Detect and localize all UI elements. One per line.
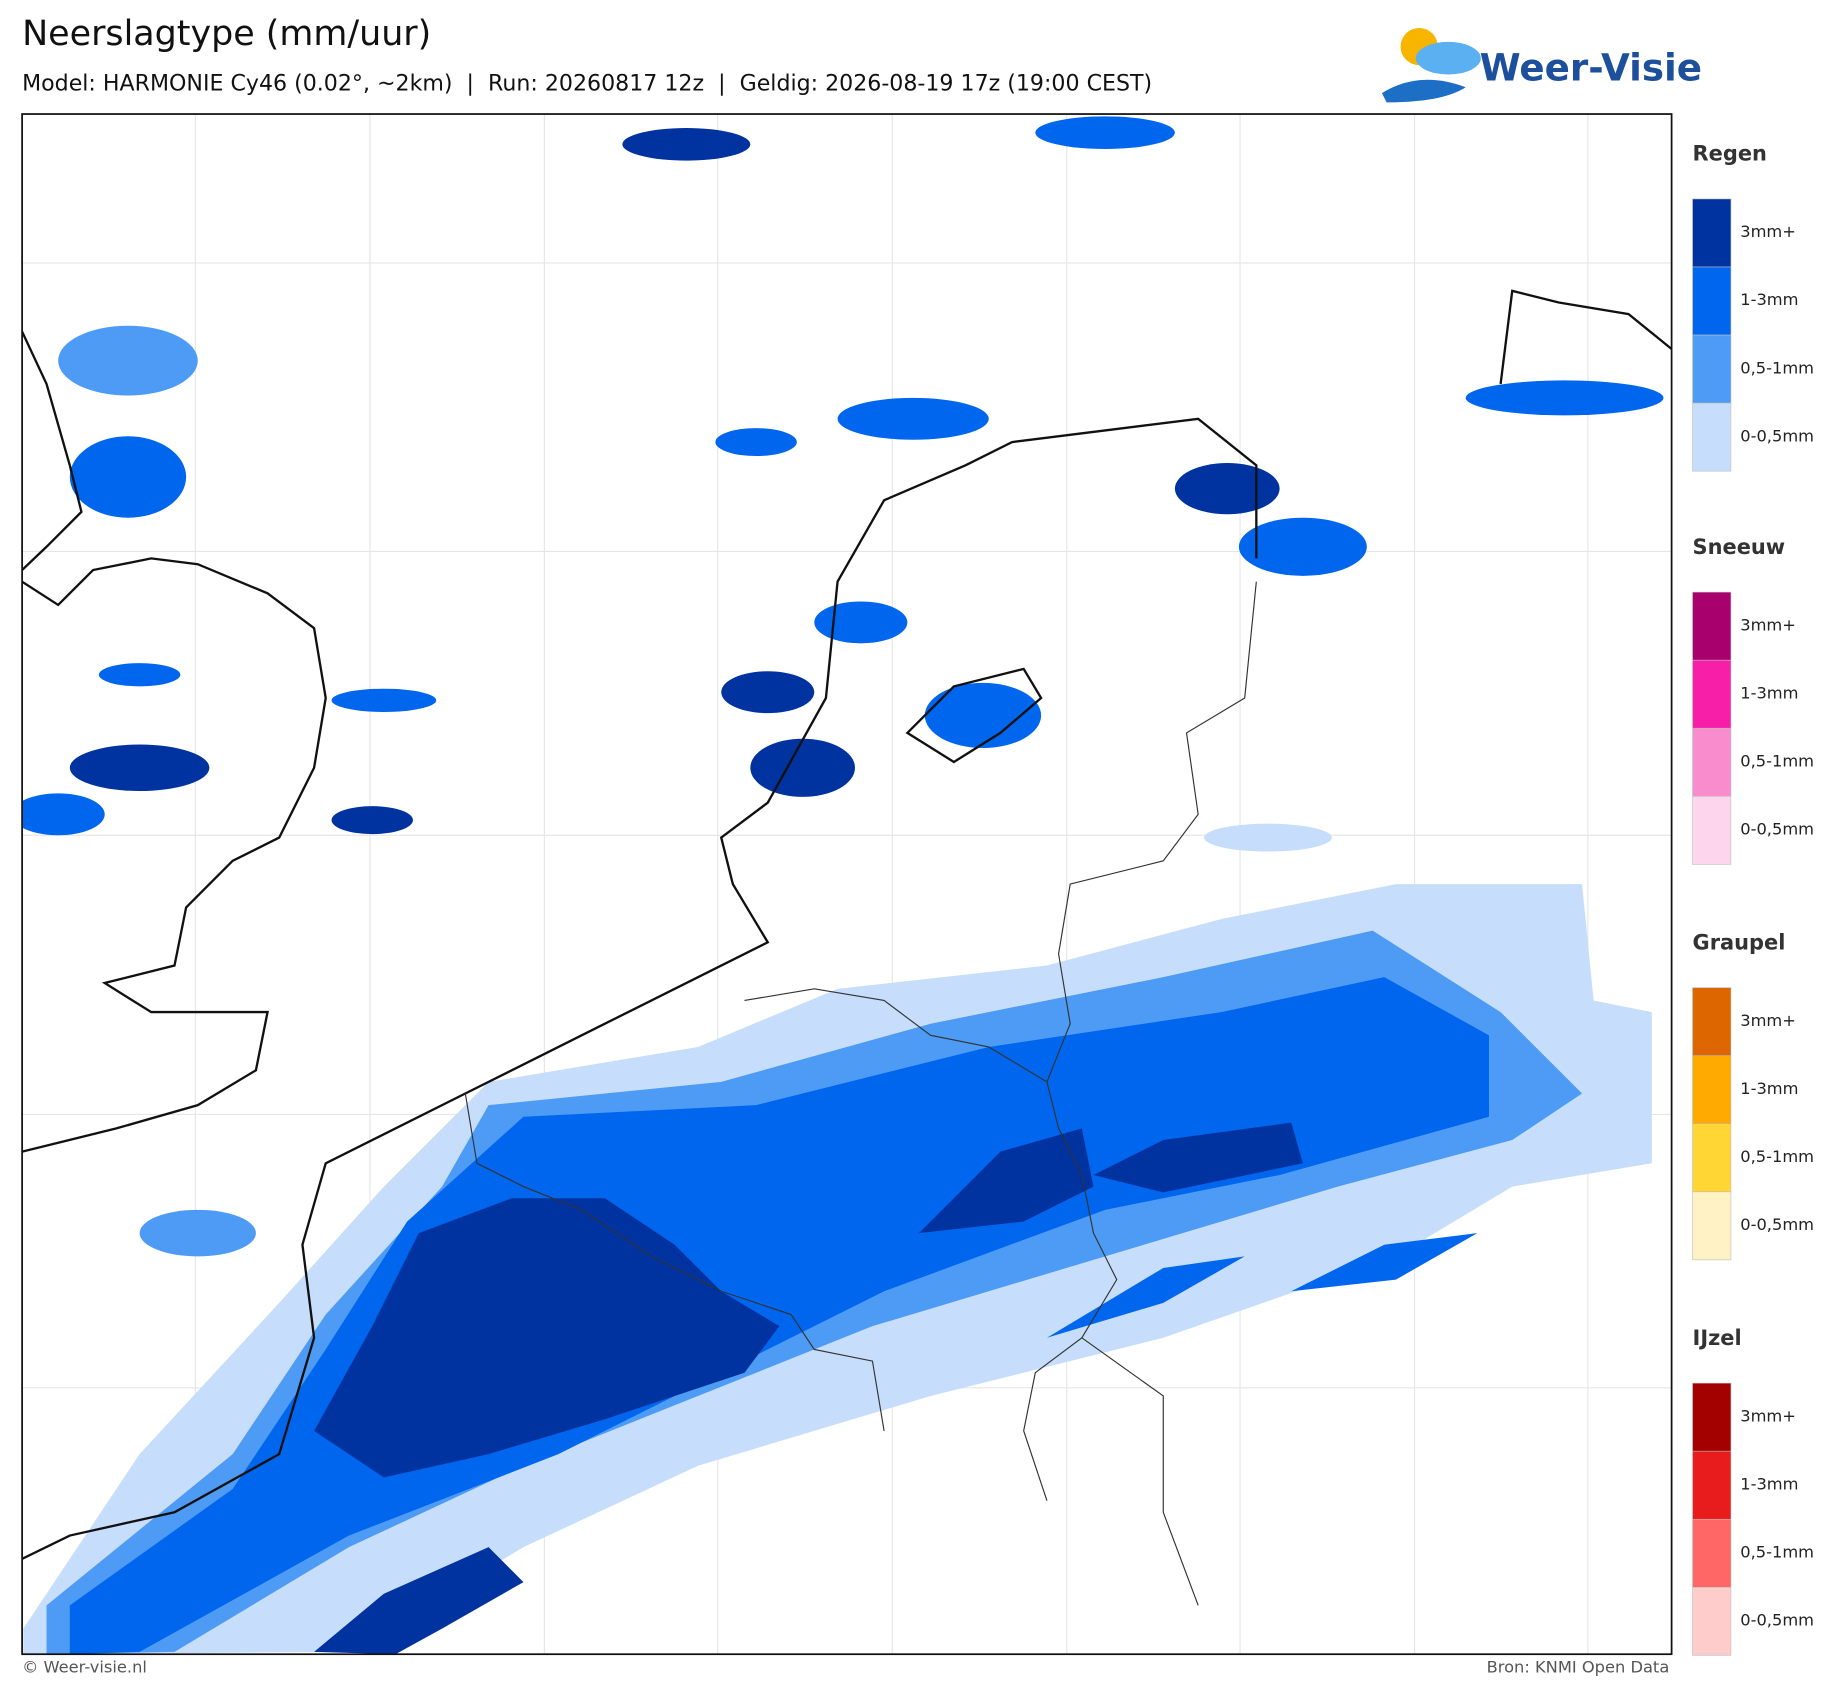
legend-label: 0,5-1mm bbox=[1740, 1147, 1814, 1166]
logo: Weer-Visie bbox=[1381, 27, 1702, 103]
legend-swatch bbox=[1692, 1123, 1732, 1193]
legend-label: 0-0,5mm bbox=[1740, 1215, 1814, 1234]
legend-label: 3mm+ bbox=[1740, 1406, 1796, 1425]
logo-wave bbox=[1381, 79, 1466, 103]
footer-left: © Weer-visie.nl bbox=[22, 1658, 147, 1677]
legend-swatch bbox=[1692, 1518, 1732, 1588]
legend-title: Graupel bbox=[1693, 930, 1786, 954]
title: Neerslagtype (mm/uur) bbox=[22, 14, 431, 54]
coastline bbox=[22, 289, 1672, 1560]
legend-label: 3mm+ bbox=[1740, 1011, 1796, 1030]
legend-label: 1-3mm bbox=[1740, 1079, 1798, 1098]
legend-swatch bbox=[1692, 1055, 1732, 1125]
legend-swatch bbox=[1692, 402, 1732, 472]
legend-swatch bbox=[1692, 987, 1732, 1056]
legend-swatch bbox=[1692, 591, 1732, 661]
legend-swatch bbox=[1692, 1587, 1732, 1656]
legend-swatch bbox=[1692, 1382, 1732, 1452]
subtitle: Model: HARMONIE Cy46 (0.02°, ~2km) | Run… bbox=[22, 70, 1152, 96]
map bbox=[22, 114, 1672, 1655]
legend-label: 3mm+ bbox=[1740, 615, 1796, 634]
legend-label: 1-3mm bbox=[1740, 290, 1798, 309]
logo-text: Weer-Visie bbox=[1480, 45, 1702, 89]
footer-right: Bron: KNMI Open Data bbox=[1487, 1658, 1670, 1677]
legend-swatch bbox=[1692, 334, 1732, 404]
legend-swatch bbox=[1692, 659, 1732, 729]
legend-swatch bbox=[1692, 727, 1732, 797]
legend-label: 3mm+ bbox=[1740, 222, 1796, 241]
legend: Regen 3mm+ 1-3mm 0,5-1mm 0-0,5mm Sneeuw 3mm+ 1-… bbox=[1692, 142, 1814, 1656]
legend-label: 0,5-1mm bbox=[1740, 751, 1814, 770]
legend-label: 0,5-1mm bbox=[1740, 358, 1814, 377]
map-frame bbox=[21, 113, 1673, 1656]
precipitation bbox=[22, 116, 1664, 1655]
legend-label: 0-0,5mm bbox=[1740, 426, 1814, 445]
legend-swatch bbox=[1692, 198, 1732, 268]
legend-label: 1-3mm bbox=[1740, 1474, 1798, 1493]
legend-title: Regen bbox=[1693, 142, 1767, 166]
legend-title: Sneeuw bbox=[1693, 535, 1786, 559]
legend-swatch bbox=[1692, 796, 1732, 865]
legend-label: 0-0,5mm bbox=[1740, 820, 1814, 839]
legend-swatch bbox=[1692, 266, 1732, 336]
legend-title: IJzel bbox=[1693, 1326, 1742, 1350]
legend-label: 1-3mm bbox=[1740, 683, 1798, 702]
legend-label: 0,5-1mm bbox=[1740, 1543, 1814, 1562]
legend-label: 0-0,5mm bbox=[1740, 1611, 1814, 1630]
legend-swatch bbox=[1692, 1191, 1732, 1261]
legend-swatch bbox=[1692, 1450, 1732, 1520]
logo-cloud bbox=[1415, 41, 1481, 75]
borders bbox=[464, 581, 1257, 1606]
